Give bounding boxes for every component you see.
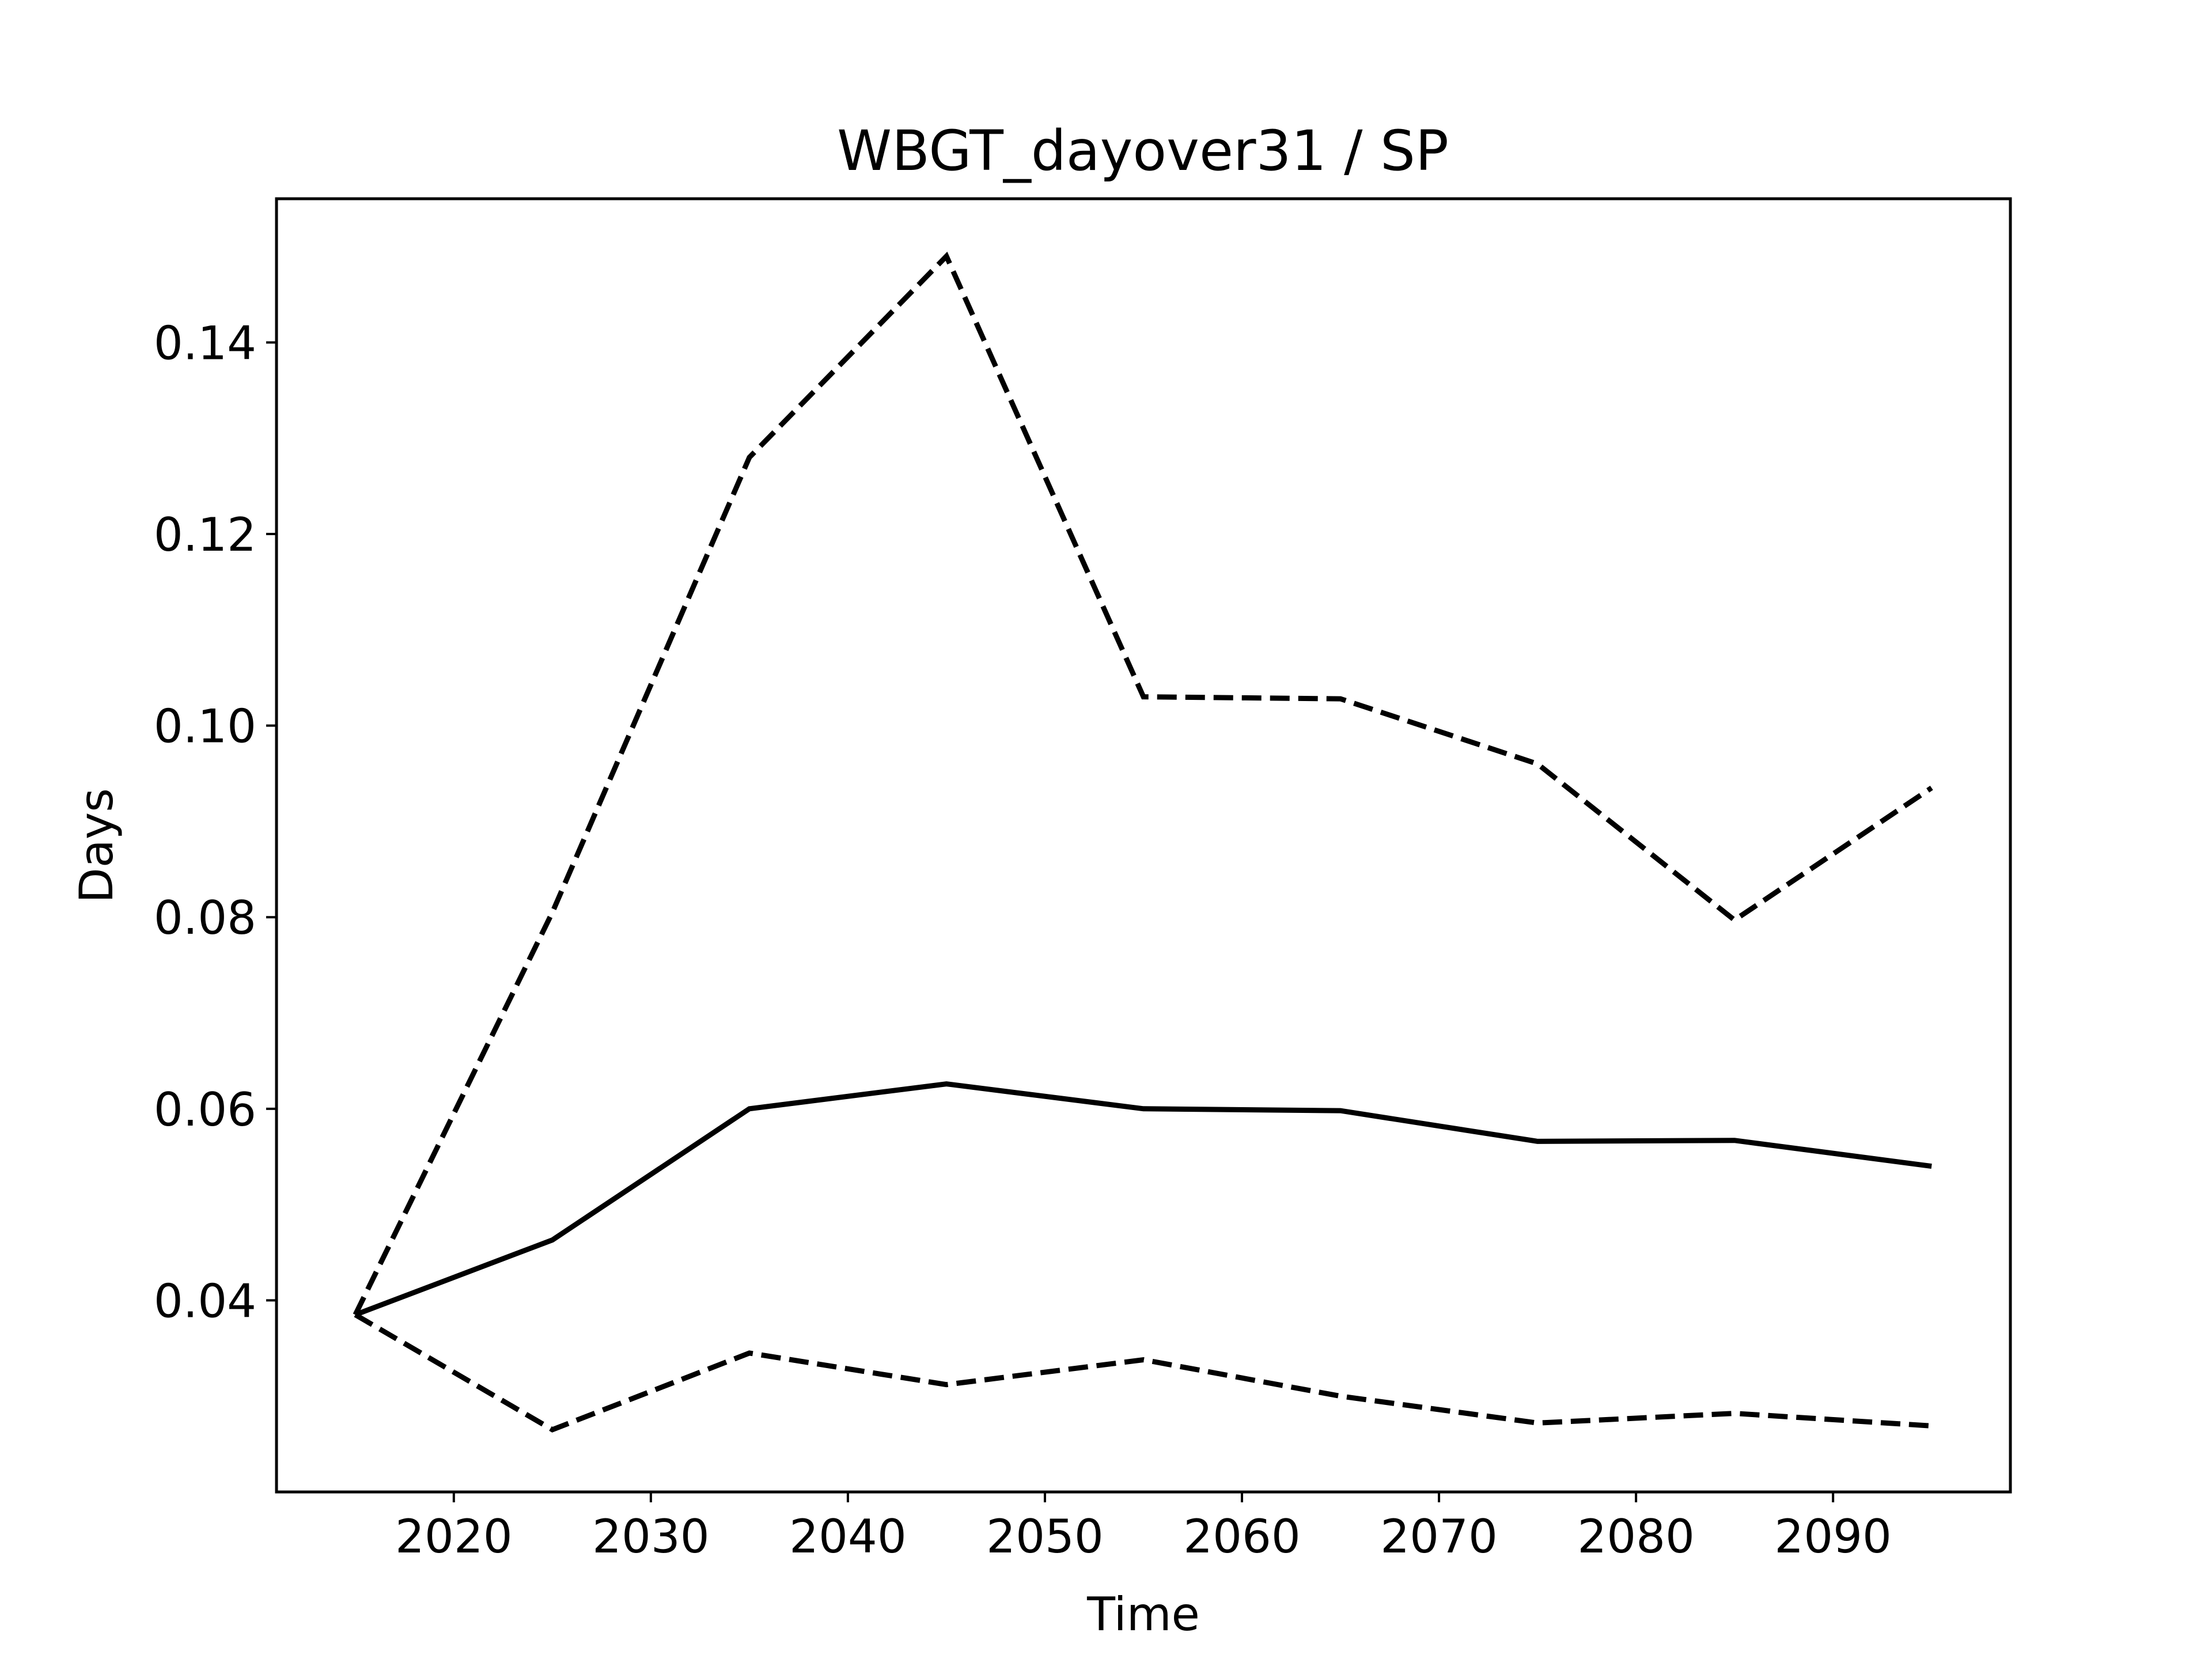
x-tick-label: 2050 (986, 1510, 1104, 1563)
x-tick-label: 2030 (592, 1510, 710, 1563)
series-line-3 (354, 1312, 1932, 1433)
x-tick-label: 2060 (1183, 1510, 1301, 1563)
chart-title: WBGT_dayover31 / SP (837, 119, 1449, 183)
y-tick-label: 0.14 (154, 316, 256, 370)
y-axis-ticks: 0.04 0.06 0.08 0.10 0.12 0.14 (154, 316, 276, 1328)
x-tick-label: 2090 (1774, 1510, 1892, 1563)
x-tick-label: 2020 (395, 1510, 513, 1563)
y-tick-label: 0.06 (154, 1083, 256, 1137)
x-tick-label: 2040 (789, 1510, 907, 1563)
y-axis-label: Days (70, 788, 123, 903)
y-tick-label: 0.12 (154, 508, 256, 562)
y-tick-label: 0.08 (154, 891, 256, 945)
y-tick-label: 0.04 (154, 1274, 256, 1328)
series-line-2 (354, 1081, 1932, 1317)
series-line-1 (353, 251, 1933, 1316)
x-tick-label: 2080 (1577, 1510, 1695, 1563)
x-axis-ticks: 2020 2030 2040 2050 2060 2070 2080 2090 (395, 1492, 1892, 1563)
series-layer (353, 251, 1933, 1433)
x-tick-label: 2070 (1380, 1510, 1498, 1563)
y-tick-label: 0.10 (154, 700, 256, 753)
plot-frame (275, 197, 2012, 1494)
x-axis-label: Time (1086, 1588, 1200, 1641)
